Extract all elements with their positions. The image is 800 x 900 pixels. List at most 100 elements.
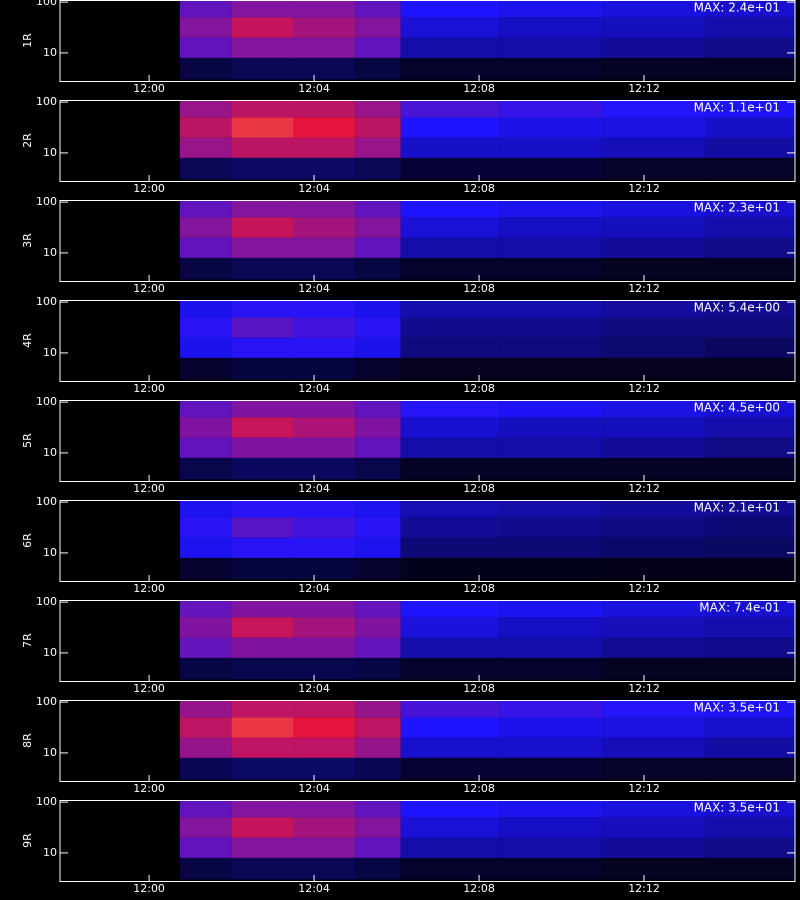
heatmap-cell [705,857,795,880]
heatmap-cell [355,700,401,718]
heatmap-cell [602,800,706,818]
heatmap-cell [180,0,232,18]
heatmap-cell [602,757,706,780]
heatmap-cell [355,800,401,818]
heatmap-cell [180,57,232,80]
heatmap-cell [355,537,401,558]
heatmap-cell [400,837,500,858]
heatmap-cell [355,317,401,338]
x-tick-label: 12:08 [463,82,495,95]
plot-frame [59,200,796,282]
x-tick-label: 12:00 [133,582,165,595]
x-tick-label: 12:04 [298,282,330,295]
heatmap-cell [602,717,706,738]
heatmap-cell [231,517,294,538]
heatmap-cell [355,157,401,180]
heatmap-cell [705,437,795,458]
y-axis-label: 4R [21,333,34,348]
heatmap-cell [293,737,356,758]
heatmap-cell [499,757,603,780]
x-tick-label: 12:00 [133,282,165,295]
heatmap-cell [293,357,356,380]
heatmap-cell [602,400,706,418]
heatmap-cell [705,337,795,358]
heatmap-cell [180,537,232,558]
heatmap-cell [602,500,706,518]
x-tick-label: 12:08 [463,782,495,795]
panel: 10 100 12:00 12:04 12:08 12:12 2R MAX: 1.1e+01 [21,95,796,195]
heatmap-cell [705,300,795,318]
heatmap-cell [180,817,232,838]
heatmap-cell [499,300,603,318]
heatmap-cell [293,717,356,738]
y-tick-label: 100 [36,0,57,8]
heatmap-cell [293,300,356,318]
heatmap-cell [499,200,603,218]
heatmap-cell [355,717,401,738]
heatmap-cell [705,57,795,80]
heatmap-cell [400,100,500,118]
heatmap-cell [180,557,232,580]
y-tick-label: 10 [43,246,57,259]
y-tick-label: 10 [43,646,57,659]
heatmap-cell [180,657,232,680]
heatmap-cell [400,437,500,458]
plot-frame [59,100,796,182]
heatmap-cell [705,317,795,338]
heatmap-cell [231,757,294,780]
heatmap-cell [355,400,401,418]
heatmap-cell [293,857,356,880]
heatmap-cell [400,657,500,680]
x-tick-label: 12:00 [133,782,165,795]
heatmap-cell [602,237,706,258]
heatmap-cell [499,600,603,618]
heatmap-cell [499,57,603,80]
heatmap-cell [400,257,500,280]
heatmap-cell [180,857,232,880]
heatmap-cell [400,0,500,18]
heatmap-cell [180,500,232,518]
heatmap-cell [705,400,795,418]
y-axis-label: 8R [21,733,34,748]
heatmap-cell [602,337,706,358]
heatmap-cell [602,37,706,58]
heatmap-cell [499,617,603,638]
panel: 10 100 12:00 12:04 12:08 12:12 9R MAX: 3.5e+01 [21,795,796,895]
panel: 10 100 12:00 12:04 12:08 12:12 8R MAX: 3.5e+01 [21,695,796,795]
x-tick-label: 12:00 [133,882,165,895]
heatmap-cell [400,37,500,58]
heatmap-cell [400,200,500,218]
heatmap-cell [231,400,294,418]
heatmap-cell [180,600,232,618]
heatmap-cell [705,217,795,238]
heatmap-cell [180,17,232,38]
heatmap-cell [705,0,795,18]
heatmap-cell [231,137,294,158]
x-tick-label: 12:00 [133,482,165,495]
heatmap-cell [231,617,294,638]
heatmap-cell [231,837,294,858]
heatmap-cell [293,200,356,218]
heatmap-cell [231,357,294,380]
heatmap-cell [355,737,401,758]
heatmap-cell [180,837,232,858]
heatmap-cell [293,837,356,858]
heatmap-cell [499,237,603,258]
heatmap-cell [705,837,795,858]
heatmap-cell [602,737,706,758]
heatmap-cell [231,300,294,318]
heatmap-cell [180,357,232,380]
heatmap-cell [499,717,603,738]
heatmap-cell [602,457,706,480]
heatmap-cell [705,537,795,558]
heatmap-cell [400,400,500,418]
x-tick-label: 12:00 [133,382,165,395]
heatmap-cell [705,237,795,258]
heatmap-cell [705,817,795,838]
x-tick-label: 12:08 [463,882,495,895]
heatmap-cell [293,637,356,658]
heatmap-cell [231,37,294,58]
heatmap-cell [231,217,294,238]
x-tick-label: 12:12 [628,282,660,295]
max-annotation: MAX: 3.5e+01 [694,801,780,815]
